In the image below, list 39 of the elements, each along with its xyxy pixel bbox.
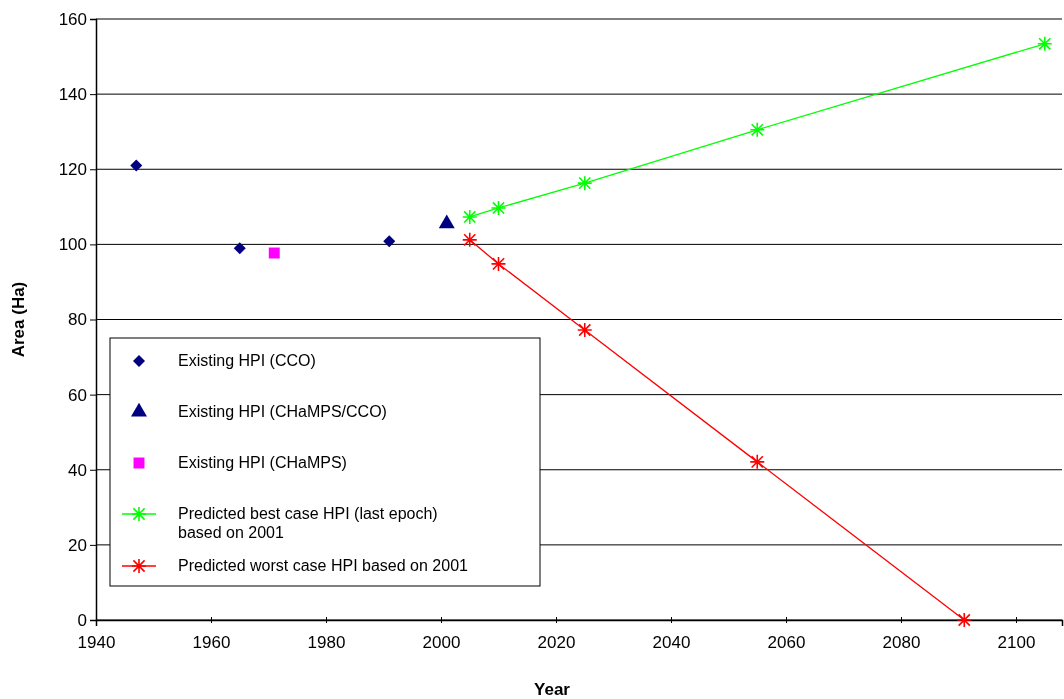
x-tick-label: 1940 bbox=[77, 632, 116, 652]
y-tick-label: 0 bbox=[77, 610, 87, 630]
point bbox=[233, 242, 246, 255]
x-tick-label: 1980 bbox=[307, 632, 346, 652]
legend-label: Existing HPI (CHaMPS/CCO) bbox=[178, 403, 387, 420]
y-tick-label: 40 bbox=[68, 460, 87, 480]
x-tick-label: 1960 bbox=[192, 632, 231, 652]
x-tick-label: 2020 bbox=[537, 632, 576, 652]
point bbox=[749, 122, 766, 138]
y-tick-label: 100 bbox=[58, 235, 87, 255]
y-tick-label: 20 bbox=[68, 535, 87, 555]
x-tick-label: 2060 bbox=[767, 632, 806, 652]
legend-label: Predicted best case HPI (last epoch) based on 2001 bbox=[178, 505, 438, 542]
x-tick-label: 2000 bbox=[422, 632, 461, 652]
y-tick-label: 160 bbox=[58, 9, 87, 29]
x-tick-label: 2080 bbox=[882, 632, 921, 652]
point bbox=[956, 612, 973, 628]
legend-label: Predicted worst case HPI based on 2001 bbox=[178, 557, 469, 574]
point bbox=[461, 232, 478, 248]
point bbox=[490, 200, 507, 216]
point bbox=[1036, 35, 1053, 52]
y-tick-label: 60 bbox=[68, 385, 87, 405]
point bbox=[461, 209, 478, 225]
point bbox=[749, 454, 766, 470]
point bbox=[130, 159, 143, 172]
point bbox=[268, 247, 280, 259]
legend-label: Existing HPI (CHaMPS) bbox=[178, 454, 347, 471]
point bbox=[576, 322, 593, 338]
x-tick-label: 2100 bbox=[997, 632, 1036, 652]
y-axis-title: Area (Ha) bbox=[9, 281, 28, 358]
point bbox=[383, 235, 396, 248]
y-tick-label: 80 bbox=[68, 310, 87, 330]
point bbox=[576, 175, 593, 191]
point bbox=[490, 256, 507, 272]
legend-label: Existing HPI (CCO) bbox=[178, 352, 316, 369]
y-tick-label: 120 bbox=[58, 160, 87, 180]
x-tick-label: 2040 bbox=[652, 632, 691, 652]
x-axis-title: Year bbox=[534, 680, 571, 699]
y-tick-label: 140 bbox=[58, 85, 87, 105]
